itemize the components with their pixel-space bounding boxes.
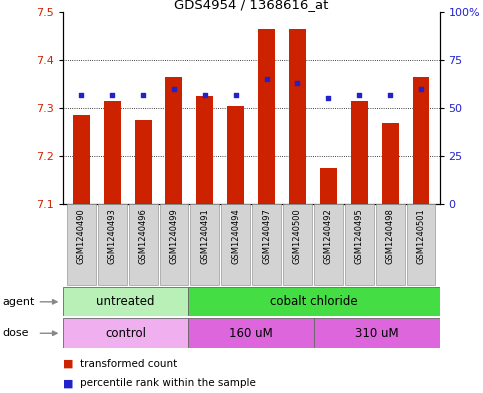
Text: GSM1240500: GSM1240500 [293,208,302,264]
Bar [412,77,429,204]
Bar [166,77,183,204]
Point [201,92,209,98]
Text: ■: ■ [63,358,73,369]
Text: dose: dose [2,328,29,338]
Text: GSM1240496: GSM1240496 [139,208,148,264]
Text: untreated: untreated [96,295,155,308]
Text: GSM1240490: GSM1240490 [77,208,86,264]
Point [417,86,425,92]
Point [77,92,85,98]
Text: 310 uM: 310 uM [355,327,398,340]
FancyBboxPatch shape [376,204,405,285]
Point [263,76,270,83]
FancyBboxPatch shape [283,204,312,285]
Bar [382,123,398,204]
Text: GSM1240495: GSM1240495 [355,208,364,264]
FancyBboxPatch shape [63,287,188,316]
Bar [351,101,368,204]
Point [108,92,116,98]
Point [325,95,332,101]
Text: control: control [105,327,146,340]
Point [139,92,147,98]
Text: transformed count: transformed count [80,358,177,369]
FancyBboxPatch shape [188,287,440,316]
Bar [135,120,152,204]
Text: GSM1240491: GSM1240491 [200,208,209,264]
FancyBboxPatch shape [314,318,440,348]
Bar [320,168,337,204]
Text: GSM1240501: GSM1240501 [416,208,426,264]
Text: agent: agent [2,297,35,307]
Text: GSM1240492: GSM1240492 [324,208,333,264]
Text: ■: ■ [63,378,73,388]
FancyBboxPatch shape [67,204,96,285]
Bar [227,106,244,204]
Bar [104,101,121,204]
FancyBboxPatch shape [252,204,281,285]
Bar [73,115,90,204]
Point [170,86,178,92]
Text: GSM1240494: GSM1240494 [231,208,240,264]
Text: cobalt chloride: cobalt chloride [270,295,358,308]
FancyBboxPatch shape [221,204,250,285]
FancyBboxPatch shape [407,204,436,285]
Text: GSM1240499: GSM1240499 [170,208,178,264]
Point [386,92,394,98]
Text: 160 uM: 160 uM [229,327,273,340]
Point [232,92,240,98]
FancyBboxPatch shape [98,204,127,285]
FancyBboxPatch shape [345,204,374,285]
FancyBboxPatch shape [188,318,314,348]
FancyBboxPatch shape [314,204,343,285]
Text: GSM1240493: GSM1240493 [108,208,117,264]
Bar [289,29,306,204]
Title: GDS4954 / 1368616_at: GDS4954 / 1368616_at [174,0,328,11]
FancyBboxPatch shape [159,204,188,285]
Text: percentile rank within the sample: percentile rank within the sample [80,378,256,388]
Text: GSM1240497: GSM1240497 [262,208,271,264]
Point [294,80,301,86]
Bar [197,96,213,204]
FancyBboxPatch shape [128,204,157,285]
Point [355,92,363,98]
Text: GSM1240498: GSM1240498 [385,208,395,264]
FancyBboxPatch shape [63,318,188,348]
Bar [258,29,275,204]
FancyBboxPatch shape [190,204,219,285]
